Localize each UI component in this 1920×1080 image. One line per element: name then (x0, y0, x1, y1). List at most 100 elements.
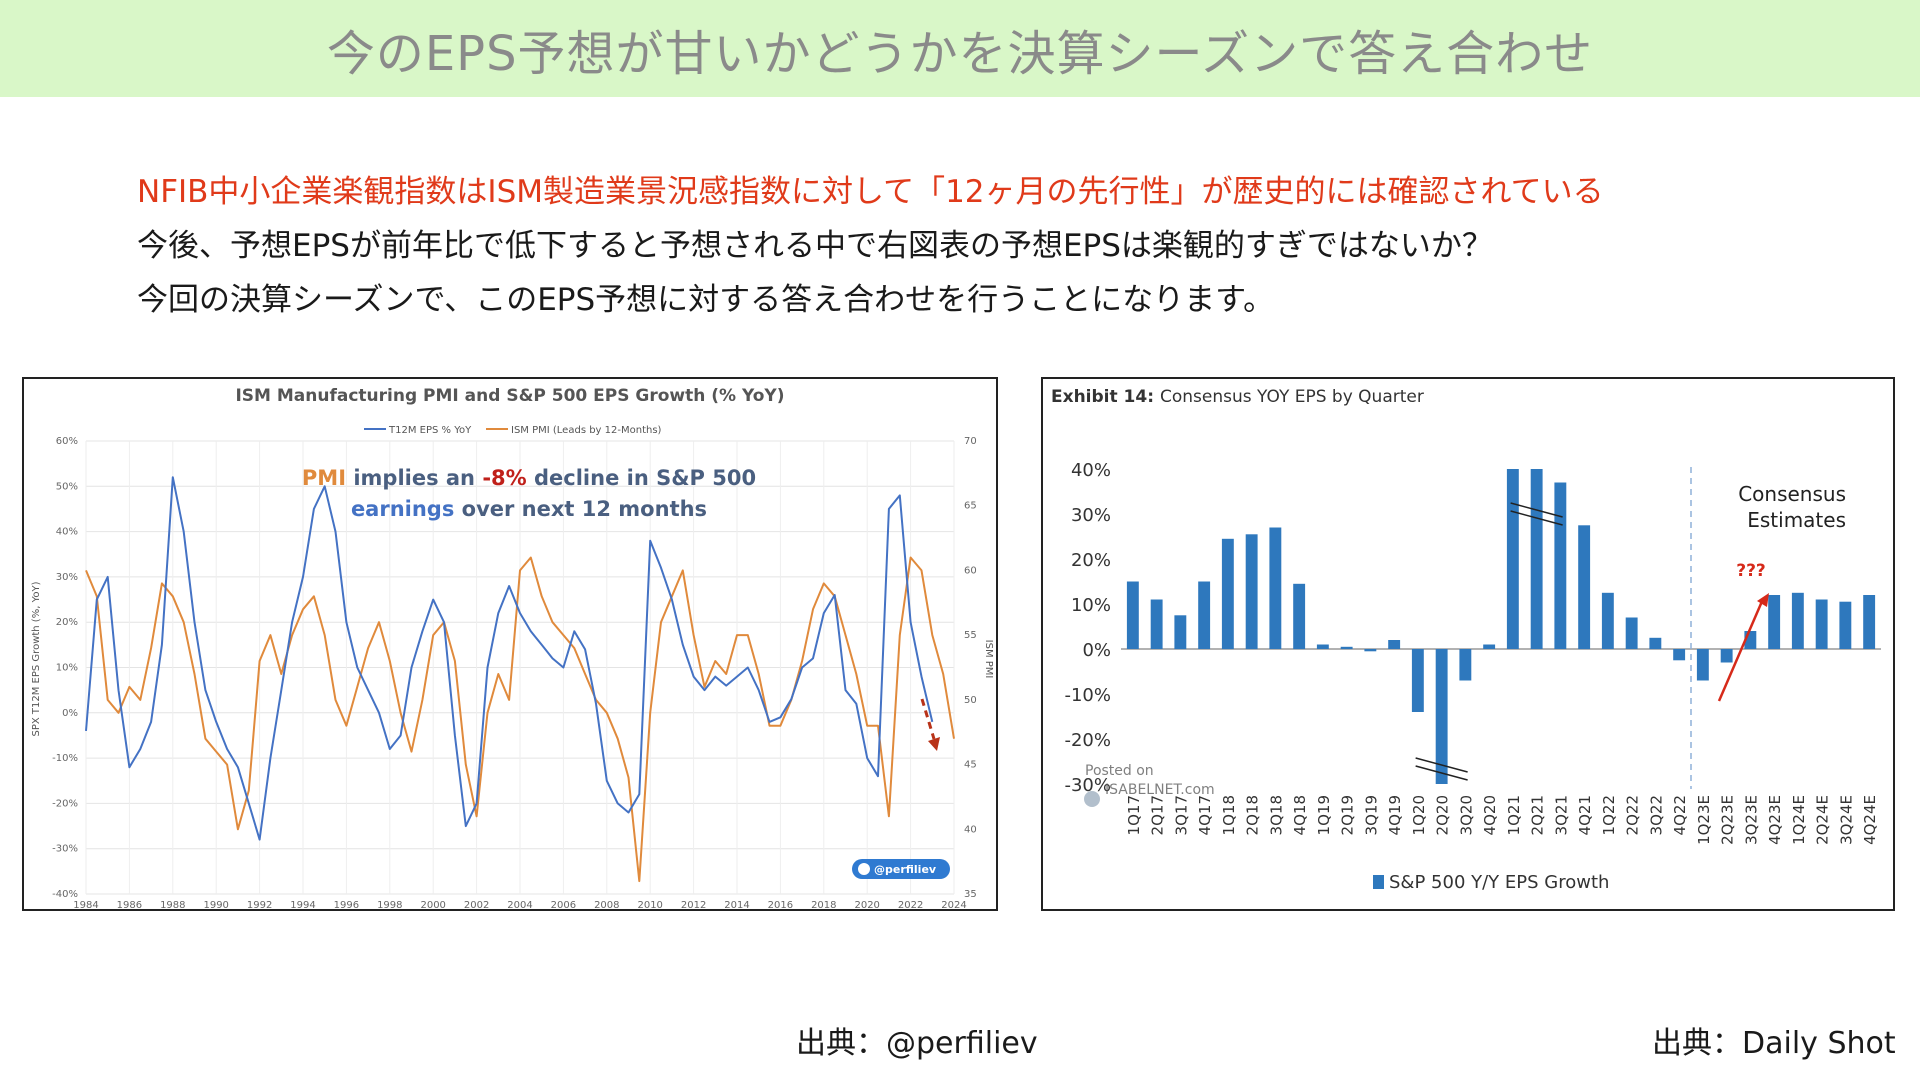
x-tick-label: 1984 (73, 900, 98, 909)
y2-tick-label: 40 (964, 824, 977, 835)
y-tick-label: 0% (1082, 640, 1111, 661)
eps-bar (1744, 631, 1757, 649)
category-label: 1Q20 (1410, 795, 1428, 835)
y-tick-label: -40% (52, 889, 78, 900)
y2-tick-label: 45 (964, 760, 977, 771)
x-tick-label: 2022 (898, 900, 923, 909)
chart-annotation: PMI implies an -8% decline in S&P 500 ea… (302, 466, 756, 521)
y-axis-label: SPX T12M EPS Growth (%, YoY) (31, 581, 42, 736)
twitter-icon (858, 863, 870, 875)
consensus-eps-chart: Exhibit 14: Consensus YOY EPS by Quarter … (1051, 387, 1881, 893)
y-tick-label: -10% (1064, 685, 1111, 706)
eps-bar (1435, 649, 1448, 784)
eps-bar (1673, 649, 1686, 661)
consensus-label-2: Estimates (1747, 508, 1846, 532)
y2-axis-label: ISM PMI (983, 640, 994, 679)
category-label: 2Q23E (1719, 795, 1737, 845)
chart-title: ISM Manufacturing PMI and S&P 500 EPS Gr… (235, 386, 784, 406)
category-label: 1Q17 (1125, 795, 1143, 835)
y-tick-label: 30% (56, 572, 78, 583)
category-label: 2Q22 (1624, 795, 1642, 835)
eps-bar (1720, 649, 1733, 663)
body-line-2: 今後、予想EPSが前年比で低下すると予想される中で右図表の予想EPSは楽観的すぎ… (137, 228, 1493, 264)
y-tick-label: -20% (52, 798, 78, 809)
chart-lines (85, 476, 955, 883)
y-tick-label: 40% (56, 527, 78, 538)
category-label: 1Q24E (1790, 795, 1808, 845)
category-label: 2Q17 (1149, 795, 1167, 835)
category-label: 4Q17 (1196, 795, 1214, 835)
eps-bar (1126, 581, 1139, 649)
y-tick-label: 10% (1071, 595, 1111, 616)
y-tick-label: 40% (1071, 460, 1111, 481)
category-label: 3Q24E (1837, 795, 1855, 845)
category-label: 3Q18 (1267, 795, 1285, 835)
watermark-line-2: ISABELNET.com (1105, 782, 1215, 798)
x-tick-label: 1988 (160, 900, 185, 909)
chart-legend: T12M EPS % YoY ISM PMI (Leads by 12-Mont… (364, 425, 662, 436)
x-tick-label: 1986 (117, 900, 142, 909)
eps-bar (1388, 640, 1401, 649)
y2-tick-label: 70 (964, 436, 977, 447)
category-label: 1Q18 (1220, 795, 1238, 835)
axis-break-mark (1510, 510, 1563, 526)
eps-bar (1863, 595, 1876, 649)
eps-bar (1459, 649, 1472, 681)
y-tick-label: -20% (1064, 730, 1111, 751)
bar-legend: S&P 500 Y/Y EPS Growth (1373, 872, 1609, 893)
y2-tick-label: 65 (964, 501, 977, 512)
axis-break-mark (1510, 502, 1563, 518)
x-tick-label: 2016 (768, 900, 793, 909)
annotation-line-2: earnings over next 12 months (351, 497, 707, 521)
x-tick-label: 2010 (637, 900, 662, 909)
eps-bar (1411, 649, 1424, 712)
eps-bar (1815, 599, 1828, 649)
y-tick-label: 20% (1071, 550, 1111, 571)
bar-series (1126, 469, 1876, 784)
category-label: 4Q20 (1481, 795, 1499, 835)
category-label: 4Q22 (1671, 795, 1689, 835)
body-text: NFIB中小企業楽観指数はISM製造業景況感指数に対して「12ヶ月の先行性」が歴… (137, 165, 1837, 327)
twitter-badge: @perfiliev (852, 859, 950, 879)
y-tick-label: -30% (52, 844, 78, 855)
eps-bar (1768, 595, 1781, 649)
axis-break-mark (1415, 765, 1468, 781)
eps-bar (1483, 644, 1496, 649)
category-label: 3Q20 (1457, 795, 1475, 835)
chart-ticks: -40% -30% -20% -10% 0% 10% 20% 30% 40% 50% 60% 35 40… (52, 436, 977, 911)
ism-eps-chart: ISM Manufacturing PMI and S&P 500 EPS Gr… (31, 386, 994, 911)
y2-tick-label: 60 (964, 565, 977, 576)
annotation-line-1: PMI implies an -8% decline in S&P 500 (302, 466, 756, 490)
category-label: 2Q21 (1529, 795, 1547, 835)
trend-arrow (1717, 593, 1769, 702)
y-tick-label: 30% (1071, 505, 1111, 526)
source-left: 出典：@perfiliev (796, 1026, 1038, 1061)
eps-bar (1364, 649, 1377, 652)
eps-bar (1506, 469, 1519, 649)
category-label: 3Q17 (1172, 795, 1190, 835)
x-tick-label: 1996 (334, 900, 359, 909)
category-label: 3Q21 (1552, 795, 1570, 835)
page-title: 今のEPS予想が甘いかどうかを決算シーズンで答え合わせ (326, 25, 1594, 82)
eps-bar (1221, 538, 1234, 650)
y-tick-label: 10% (56, 663, 78, 674)
category-label: 2Q19 (1339, 795, 1357, 835)
category-label: 4Q23E (1766, 795, 1784, 845)
category-label: 1Q22 (1600, 795, 1618, 835)
title-banner: 今のEPS予想が甘いかどうかを決算シーズンで答え合わせ (0, 0, 1920, 97)
watermark-line-1: Posted on (1085, 763, 1154, 779)
category-label: 2Q20 (1434, 795, 1452, 835)
eps-bar (1316, 644, 1329, 649)
category-label: 3Q23E (1742, 795, 1760, 845)
y-tick-label: 0% (62, 708, 78, 719)
x-tick-label: 1992 (247, 900, 272, 909)
x-tick-label: 2020 (854, 900, 879, 909)
x-tick-label: 2008 (594, 900, 619, 909)
eps-bar (1625, 617, 1638, 649)
globe-icon (1084, 791, 1100, 807)
decline-arrow (920, 698, 940, 751)
eps-bar (1174, 615, 1187, 650)
x-tick-label: 2006 (551, 900, 576, 909)
eps-bar (1245, 534, 1258, 650)
eps-bar (1578, 525, 1591, 650)
